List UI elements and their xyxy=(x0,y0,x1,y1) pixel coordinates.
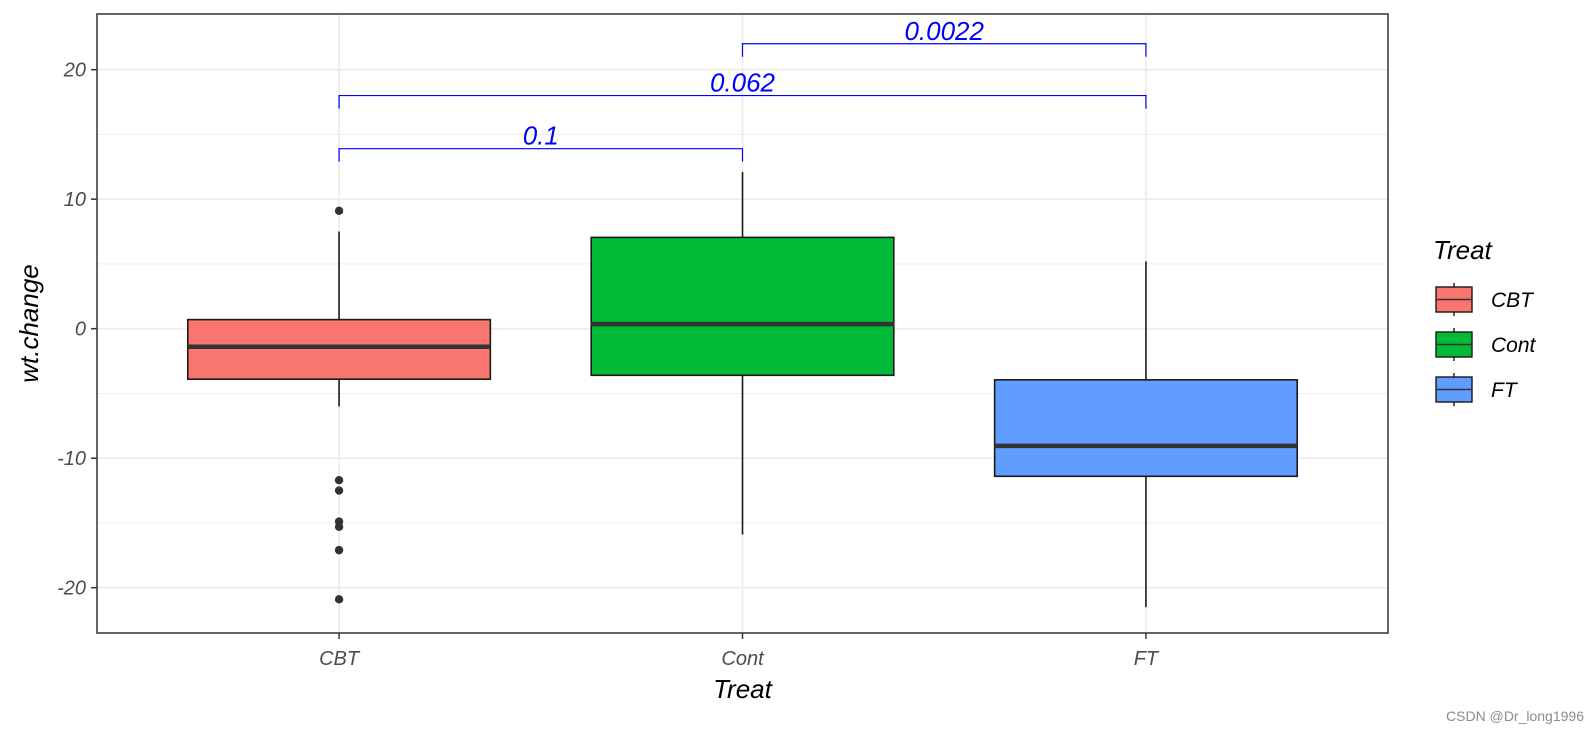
legend-item-ft: FT xyxy=(1435,373,1519,406)
x-tick-label: FT xyxy=(1134,648,1160,670)
significance-bracket xyxy=(338,94,1147,109)
outlier-point xyxy=(334,522,344,532)
legend-title: Treat xyxy=(1433,235,1494,265)
outlier-point xyxy=(334,475,344,485)
y-tick-label: -10 xyxy=(57,448,86,470)
significance-bracket xyxy=(338,148,744,162)
y-axis-title: wt.change xyxy=(14,264,44,383)
y-tick-label: -20 xyxy=(57,578,86,600)
p-value-label: 0.1 xyxy=(523,121,559,151)
comparison-cont-ft: 0.0022 xyxy=(741,16,1147,57)
box-cont xyxy=(590,171,895,535)
legend: Treat CBT Cont FT xyxy=(1433,235,1537,406)
legend-label: CBT xyxy=(1491,289,1535,312)
outlier-point xyxy=(334,545,344,555)
comparison-cbt-ft: 0.062 xyxy=(338,68,1147,109)
legend-item-cont: Cont xyxy=(1435,328,1537,361)
box-body xyxy=(186,318,492,380)
y-tick-label: 0 xyxy=(75,319,86,341)
box-cbt xyxy=(186,206,492,604)
legend-item-cbt: CBT xyxy=(1435,283,1535,316)
significance-brackets: 0.1 0.062 0.0022 xyxy=(338,16,1147,162)
legend-label: Cont xyxy=(1491,334,1537,357)
box-ft xyxy=(993,261,1299,608)
box-body xyxy=(590,236,895,377)
x-tick-label: Cont xyxy=(721,648,765,670)
outlier-point xyxy=(334,595,344,604)
x-axis-title: Treat xyxy=(713,674,774,704)
watermark: CSDN @Dr_long1996 xyxy=(1446,708,1584,724)
box-body xyxy=(993,379,1299,478)
y-tick-label: 20 xyxy=(63,60,86,82)
axes: -20 -10 0 10 20 CBT Cont FT xyxy=(57,60,1160,670)
p-value-label: 0.0022 xyxy=(904,16,984,46)
y-tick-label: 10 xyxy=(64,189,86,211)
legend-label: FT xyxy=(1491,379,1519,402)
outlier-point xyxy=(334,486,344,495)
boxes xyxy=(186,171,1299,608)
p-value-label: 0.062 xyxy=(710,68,776,98)
comparison-cbt-cont: 0.1 xyxy=(338,121,744,162)
x-tick-label: CBT xyxy=(319,648,361,670)
outlier-point xyxy=(334,206,344,216)
significance-bracket xyxy=(741,43,1147,57)
